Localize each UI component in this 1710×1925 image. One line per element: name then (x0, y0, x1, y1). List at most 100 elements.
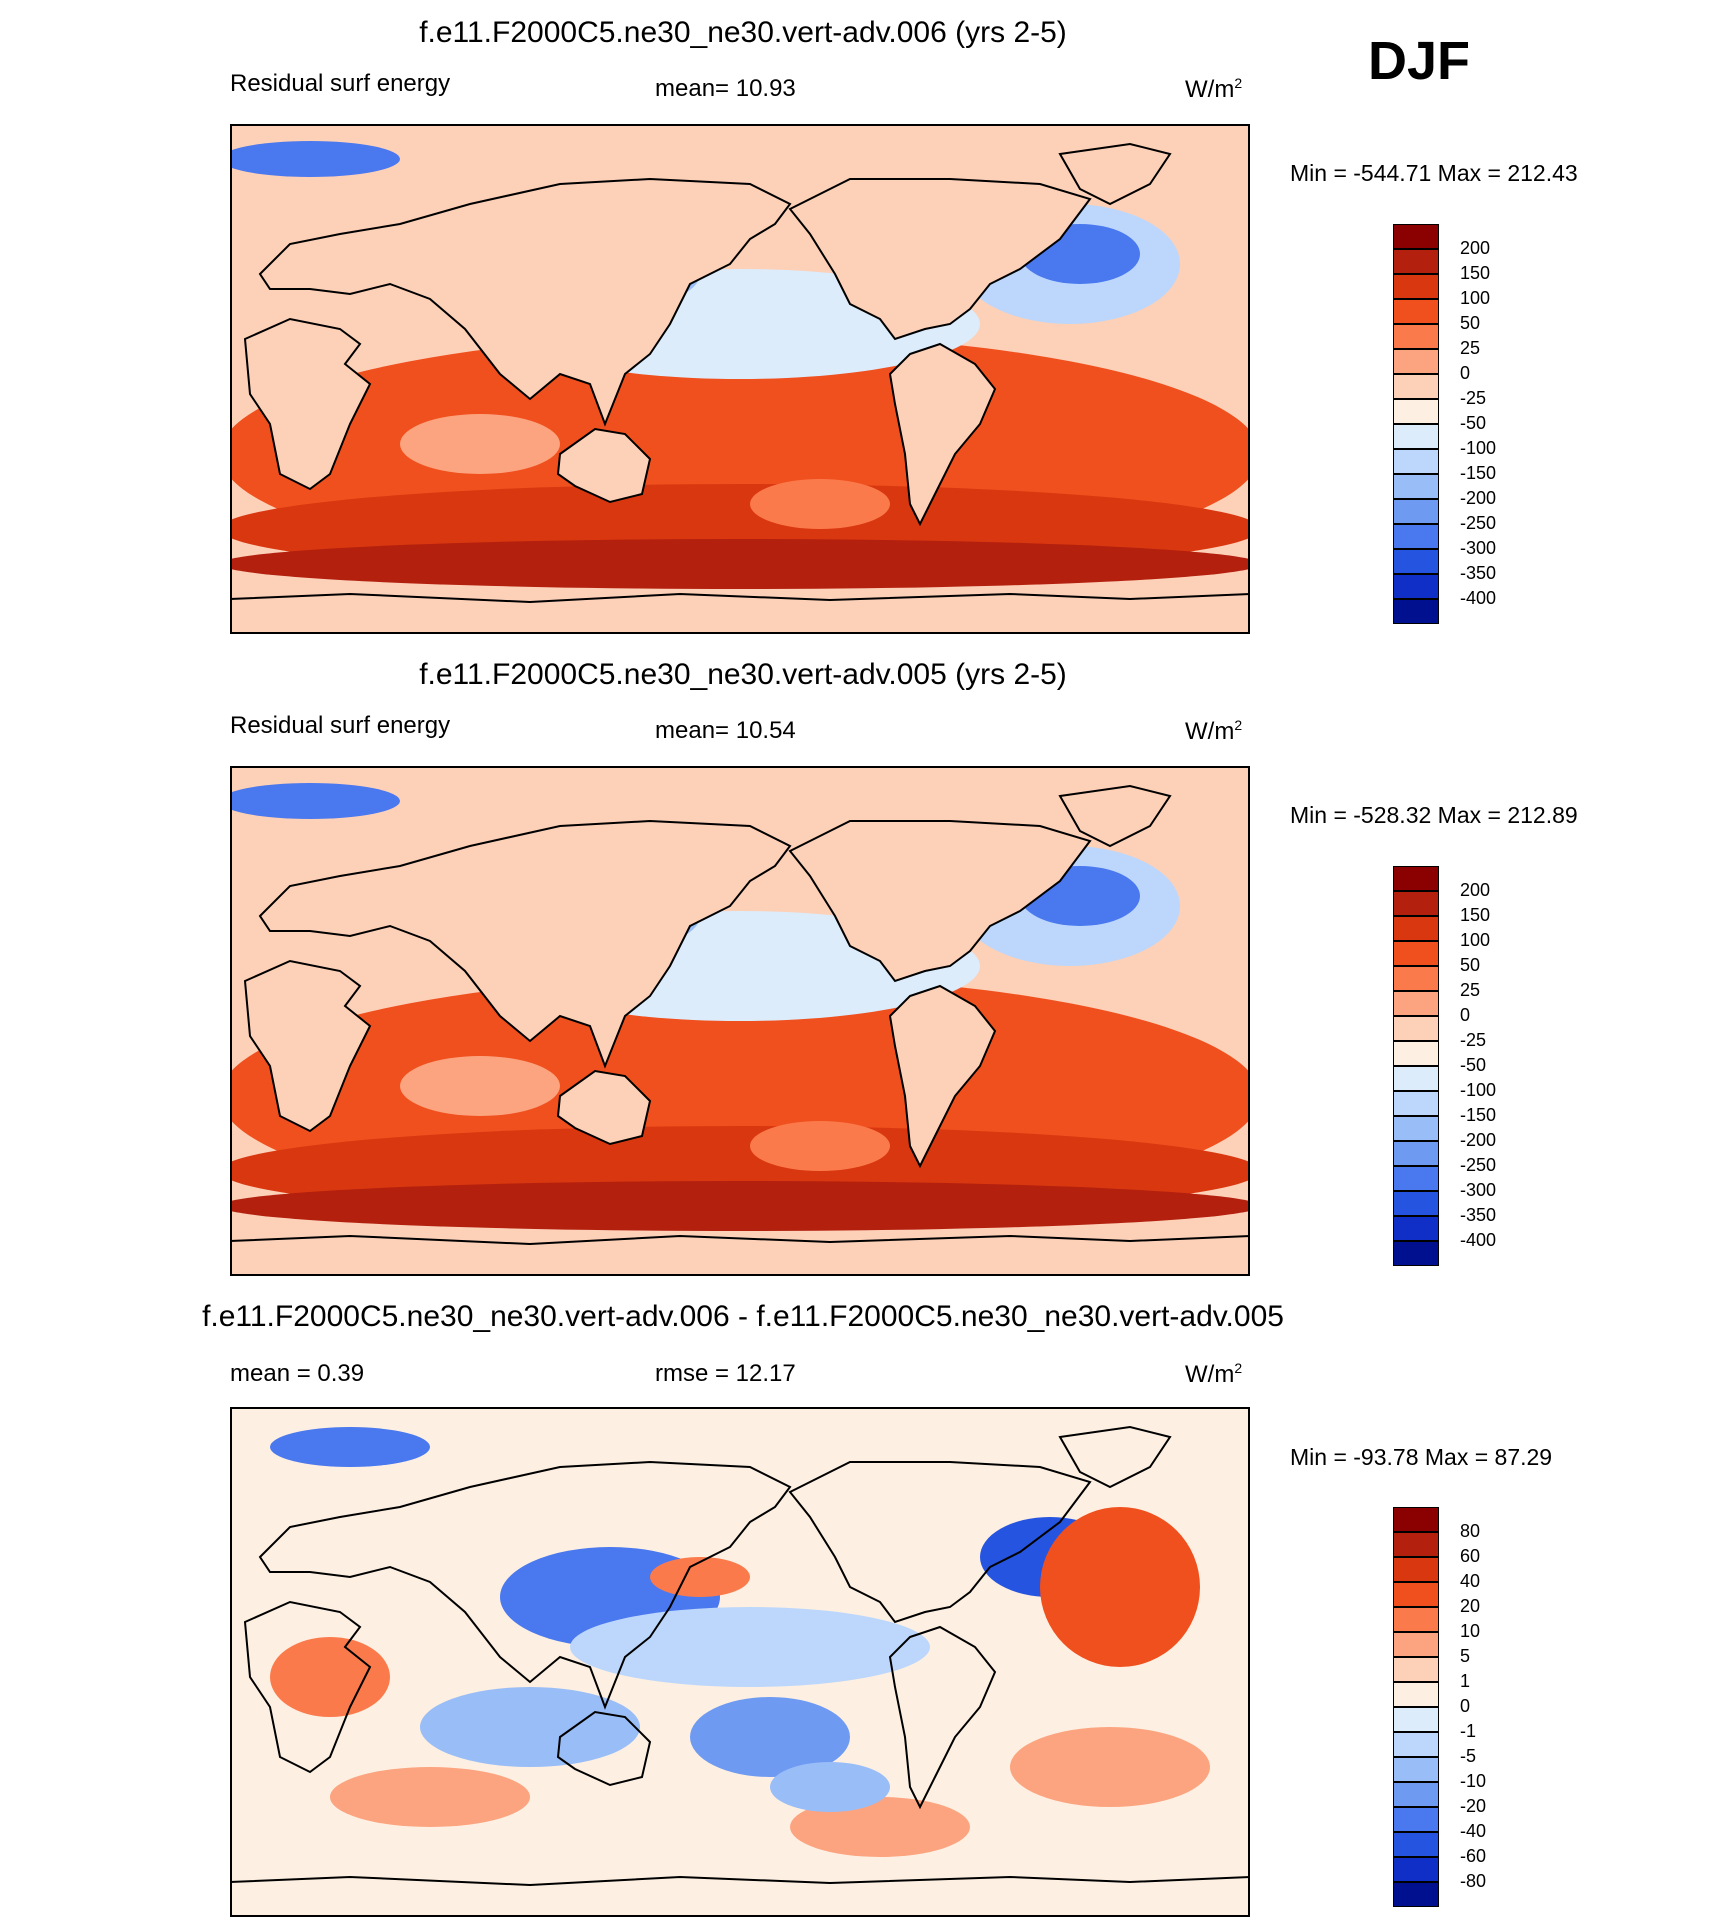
colorbar-level-label: 25 (1460, 980, 1481, 1000)
colorbar-level-label: -150 (1460, 1105, 1497, 1125)
colorbar-level-label: 50 (1460, 955, 1481, 975)
colorbar-level-label: 0 (1460, 1005, 1471, 1025)
colorbar-swatch (1393, 274, 1439, 299)
colorbar-level-label: 0 (1460, 1696, 1471, 1716)
field-contour-region (270, 1637, 390, 1717)
map-frame (230, 124, 1250, 634)
colorbar-level-label: -10 (1460, 1771, 1487, 1791)
colorbar-swatch (1393, 574, 1439, 599)
colorbar-level-label: -1 (1460, 1721, 1477, 1741)
coastline-antarctica (230, 1875, 1250, 1917)
colorbar-level-label: -350 (1460, 563, 1497, 583)
panel-1-colorbar (1393, 224, 1441, 624)
colorbar-swatch (1393, 324, 1439, 349)
colorbar-level-label: -400 (1460, 588, 1497, 608)
panel-1-map (230, 124, 1250, 634)
colorbar-swatch (1393, 1016, 1439, 1041)
colorbar-level-label: 100 (1460, 288, 1491, 308)
colorbar-swatch (1393, 966, 1439, 991)
coastline-africa (243, 317, 372, 491)
colorbar-level-label: -50 (1460, 1055, 1487, 1075)
colorbar-swatch (1393, 1757, 1439, 1782)
panel-1-title: f.e11.F2000C5.ne30_ne30.vert-adv.006 (yr… (419, 16, 1067, 49)
panel-2-title: f.e11.F2000C5.ne30_ne30.vert-adv.005 (yr… (419, 658, 1067, 691)
colorbar-swatch (1393, 1116, 1439, 1141)
colorbar-level-label: 150 (1460, 263, 1491, 283)
field-contour-region (420, 1687, 640, 1767)
field-contour-region (270, 1427, 430, 1467)
colorbar-swatch (1393, 1707, 1439, 1732)
coastline-antarctica (230, 592, 1250, 634)
panel-2-colorbar (1393, 866, 1441, 1266)
colorbar-level-label: 80 (1460, 1521, 1481, 1541)
field-contour-region (1010, 1727, 1210, 1807)
coastline-australia (556, 1069, 652, 1146)
coastline-south-america (888, 342, 997, 527)
colorbar-level-label: 10 (1460, 1621, 1481, 1641)
colorbar-swatch (1393, 1557, 1439, 1582)
colorbar-swatch (1393, 1657, 1439, 1682)
colorbar-swatch (1393, 499, 1439, 524)
colorbar-swatch (1393, 1807, 1439, 1832)
coastline-south-america (888, 984, 997, 1169)
colorbar-swatch (1393, 1532, 1439, 1557)
map-frame (230, 1407, 1250, 1917)
field-contour-region (230, 1181, 1250, 1231)
colorbar-level-label: -350 (1460, 1205, 1497, 1225)
field-contour-region (750, 479, 890, 529)
colorbar-swatch (1393, 1682, 1439, 1707)
colorbar-level-label: -25 (1460, 388, 1487, 408)
colorbar-level-label: -100 (1460, 1080, 1497, 1100)
colorbar-level-label: -250 (1460, 1155, 1497, 1175)
colorbar-swatch (1393, 1091, 1439, 1116)
colorbar-swatch (1393, 424, 1439, 449)
colorbar-swatch (1393, 1582, 1439, 1607)
field-contour-region (650, 1557, 750, 1597)
colorbar-level-label: -300 (1460, 538, 1497, 558)
panel-3-map (230, 1407, 1250, 1917)
colorbar-swatch (1393, 349, 1439, 374)
field-contour-region (770, 1762, 890, 1812)
colorbar-swatch (1393, 1066, 1439, 1091)
colorbar-level-label: -20 (1460, 1796, 1487, 1816)
panel-3-colorbar (1393, 1507, 1441, 1907)
panel-3-minmax-label: Min = -93.78 Max = 87.29 (1290, 1444, 1553, 1470)
colorbar-swatch (1393, 249, 1439, 274)
field-contour-region (750, 1121, 890, 1171)
panel-1-units-label: W/m2 (1185, 75, 1243, 103)
coastline-australia (556, 427, 652, 504)
colorbar-swatch (1393, 1632, 1439, 1657)
coastline-greenland (1058, 784, 1172, 848)
colorbar-swatch (1393, 1216, 1439, 1241)
field-contour-region (570, 1607, 930, 1687)
colorbar-level-label: 20 (1460, 1596, 1481, 1616)
colorbar-swatch (1393, 524, 1439, 549)
colorbar-level-label: 40 (1460, 1571, 1481, 1591)
colorbar-swatch (1393, 474, 1439, 499)
colorbar-level-label: 50 (1460, 313, 1481, 333)
colorbar-level-label: 150 (1460, 905, 1491, 925)
colorbar-swatch (1393, 866, 1439, 891)
colorbar-swatch (1393, 941, 1439, 966)
field-contour-region (690, 1697, 850, 1777)
field-contour-region (400, 1056, 560, 1116)
coastline-south-america (888, 1625, 997, 1810)
panel-3-units-label: W/m2 (1185, 1360, 1243, 1388)
colorbar-swatch (1393, 891, 1439, 916)
colorbar-swatch (1393, 1857, 1439, 1882)
colorbar-swatch (1393, 1507, 1439, 1532)
coastline-greenland (1058, 142, 1172, 206)
panel-2-minmax-label: Min = -528.32 Max = 212.89 (1290, 802, 1578, 828)
panel-2-map (230, 766, 1250, 1276)
colorbar-swatch (1393, 1141, 1439, 1166)
colorbar-swatch (1393, 399, 1439, 424)
coastline-africa (243, 1600, 372, 1774)
field-contour-region (790, 1797, 970, 1857)
colorbar-swatch (1393, 1732, 1439, 1757)
colorbar-level-label: 1 (1460, 1671, 1471, 1691)
colorbar-swatch (1393, 224, 1439, 249)
coastline-eurasia (258, 819, 792, 1069)
colorbar-swatch (1393, 916, 1439, 941)
colorbar-level-label: 25 (1460, 338, 1481, 358)
colorbar-level-label: 200 (1460, 238, 1491, 258)
